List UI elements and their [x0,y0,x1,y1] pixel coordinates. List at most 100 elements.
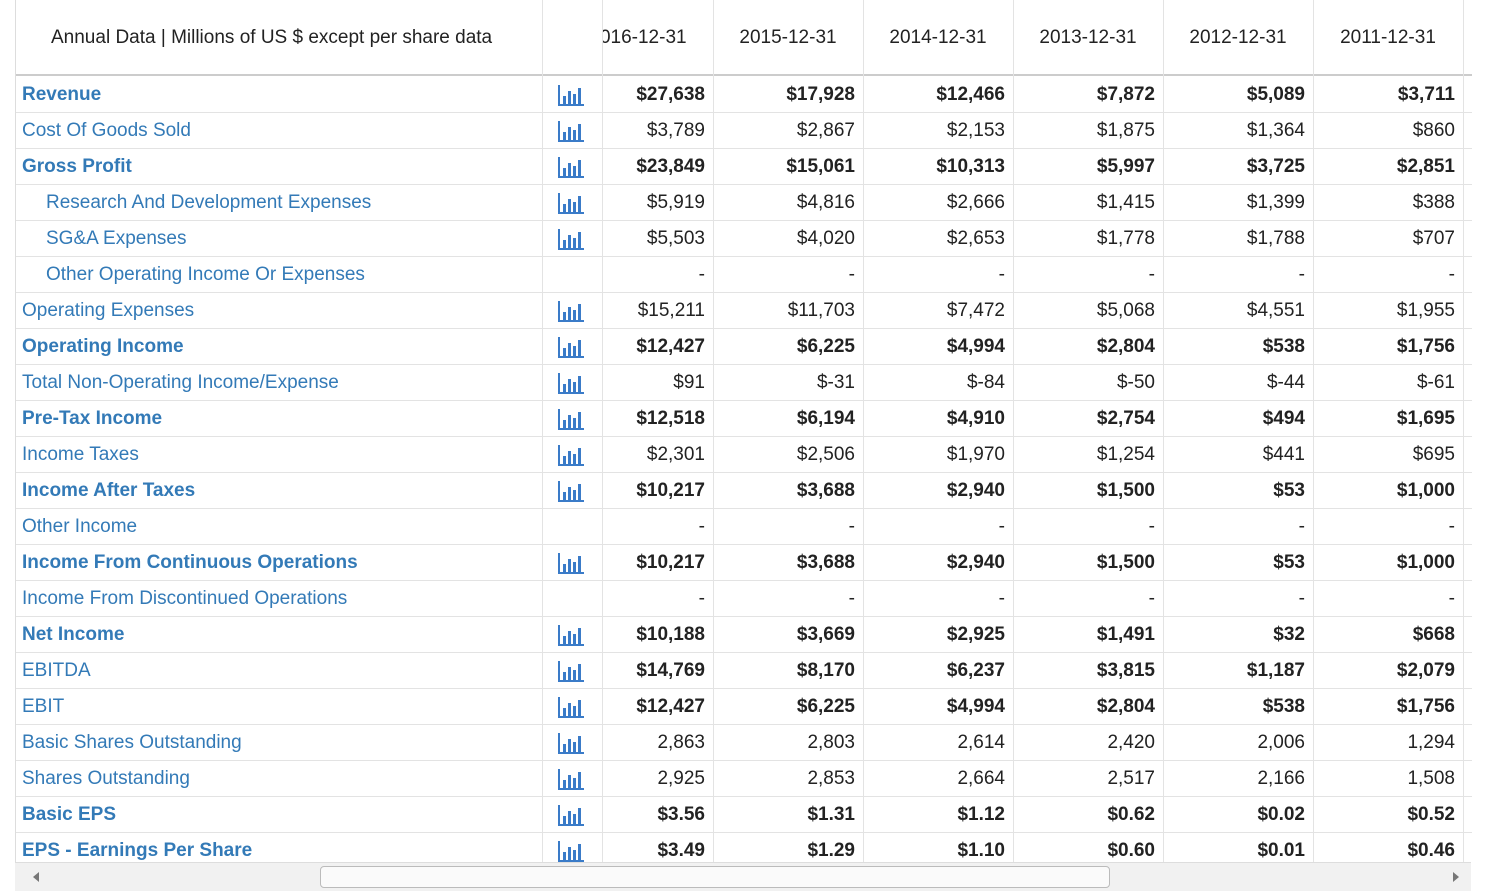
row-label[interactable]: Shares Outstanding [22,768,190,789]
value-cell: $2,653 [946,228,1005,249]
column-border [713,0,714,862]
chart-icon[interactable] [557,371,585,395]
chart-icon[interactable] [557,335,585,359]
column-header: 2015-12-31 [713,0,863,75]
value-cell: $6,194 [796,408,855,429]
value-cell: $7,872 [1096,84,1155,105]
value-cell: $1.10 [957,840,1005,861]
value-cell: $2,754 [1096,408,1155,429]
row-label[interactable]: Income From Discontinued Operations [22,588,348,609]
value-cell: $2,666 [946,192,1005,213]
chart-icon[interactable] [557,227,585,251]
value-cell: $3,815 [1096,660,1155,681]
chart-icon[interactable] [557,443,585,467]
value-cell: $1,778 [1096,228,1155,249]
chart-icon-glyph [558,85,584,106]
value-cell: - [1298,588,1305,609]
value-cell: $3,725 [1246,156,1305,177]
chart-icon[interactable] [557,407,585,431]
row-border [16,400,1472,401]
column-border [1313,0,1314,862]
value-cell: $23,849 [636,156,705,177]
value-cell: $1,491 [1096,624,1155,645]
row-label[interactable]: EBITDA [22,660,91,681]
chart-icon[interactable] [557,299,585,323]
row-label[interactable]: Income After Taxes [22,480,196,501]
row-label[interactable]: Gross Profit [22,156,132,177]
row-label[interactable]: Operating Income [22,336,184,357]
horizontal-scrollbar[interactable] [15,862,1471,891]
chart-icon[interactable] [557,191,585,215]
value-cell: $2,153 [946,120,1005,141]
value-cell: $1,500 [1096,480,1155,501]
row-label[interactable]: Other Income [22,516,138,537]
value-cell: $1,415 [1096,192,1155,213]
chart-icon[interactable] [557,119,585,143]
column-header: 2013-12-31 [1013,0,1163,75]
value-cell: $3,789 [646,120,705,141]
row-label[interactable]: SG&A Expenses [46,228,187,249]
value-cell: $538 [1262,696,1305,717]
chart-icon[interactable] [557,839,585,862]
row-label[interactable]: Operating Expenses [22,300,195,321]
value-cell: $12,427 [636,336,705,357]
value-cell: $1,000 [1396,480,1455,501]
chart-icon-glyph [558,301,584,322]
chart-icon-glyph [558,337,584,358]
value-cell: $3,688 [796,552,855,573]
row-label[interactable]: Total Non-Operating Income/Expense [22,372,339,393]
row-label[interactable]: Research And Development Expenses [46,192,372,213]
value-cell: $15,211 [637,300,705,321]
column-date: 2015-12-31 [739,27,837,48]
chart-icon[interactable] [557,731,585,755]
row-label[interactable]: Revenue [22,84,102,105]
value-cell: $-61 [1416,372,1455,393]
value-cell: $1,756 [1396,696,1455,717]
row-label[interactable]: Other Operating Income Or Expenses [46,264,365,285]
value-cell: $4,994 [946,696,1005,717]
chart-icon[interactable] [557,155,585,179]
scroll-thumb[interactable] [320,866,1110,888]
row-label[interactable]: EPS - Earnings Per Share [22,840,253,861]
row-border [16,724,1472,725]
value-cell: $494 [1262,408,1305,429]
value-cell: - [1148,264,1155,285]
chart-icon-glyph [558,121,584,142]
value-cell: $12,518 [636,408,705,429]
chart-icon[interactable] [557,479,585,503]
row-label[interactable]: EBIT [22,696,65,717]
chart-icon[interactable] [557,767,585,791]
chart-icon[interactable] [557,695,585,719]
row-label[interactable]: Basic Shares Outstanding [22,732,242,753]
row-border [16,508,1472,509]
value-cell: - [848,516,855,537]
row-border [16,148,1472,149]
value-cell: $4,910 [946,408,1005,429]
chart-icon-glyph [558,733,584,754]
chart-icon[interactable] [557,551,585,575]
chart-icon-glyph [558,697,584,718]
row-label[interactable]: Income From Continuous Operations [22,552,358,573]
chart-icon[interactable] [557,623,585,647]
row-label[interactable]: Pre-Tax Income [22,408,163,429]
value-cell: $3.56 [657,804,705,825]
value-cell: $5,068 [1096,300,1155,321]
value-cell: $0.52 [1407,804,1455,825]
value-cell: $4,551 [1246,300,1305,321]
chart-icon[interactable] [557,803,585,827]
value-cell: $5,089 [1246,84,1305,105]
row-border [16,580,1472,581]
row-label[interactable]: Basic EPS [22,804,116,825]
value-cell: $1,500 [1096,552,1155,573]
row-label[interactable]: Net Income [22,624,125,645]
value-cell: $1,970 [946,444,1005,465]
row-label[interactable]: Income Taxes [22,444,139,465]
chart-icon-glyph [558,157,584,178]
value-cell: $2,940 [946,552,1005,573]
value-cell: $1,695 [1396,408,1455,429]
chart-icon-glyph [558,373,584,394]
column-date: 2011-12-31 [1340,27,1436,48]
row-label[interactable]: Cost Of Goods Sold [22,120,191,141]
chart-icon[interactable] [557,659,585,683]
chart-icon[interactable] [557,83,585,107]
